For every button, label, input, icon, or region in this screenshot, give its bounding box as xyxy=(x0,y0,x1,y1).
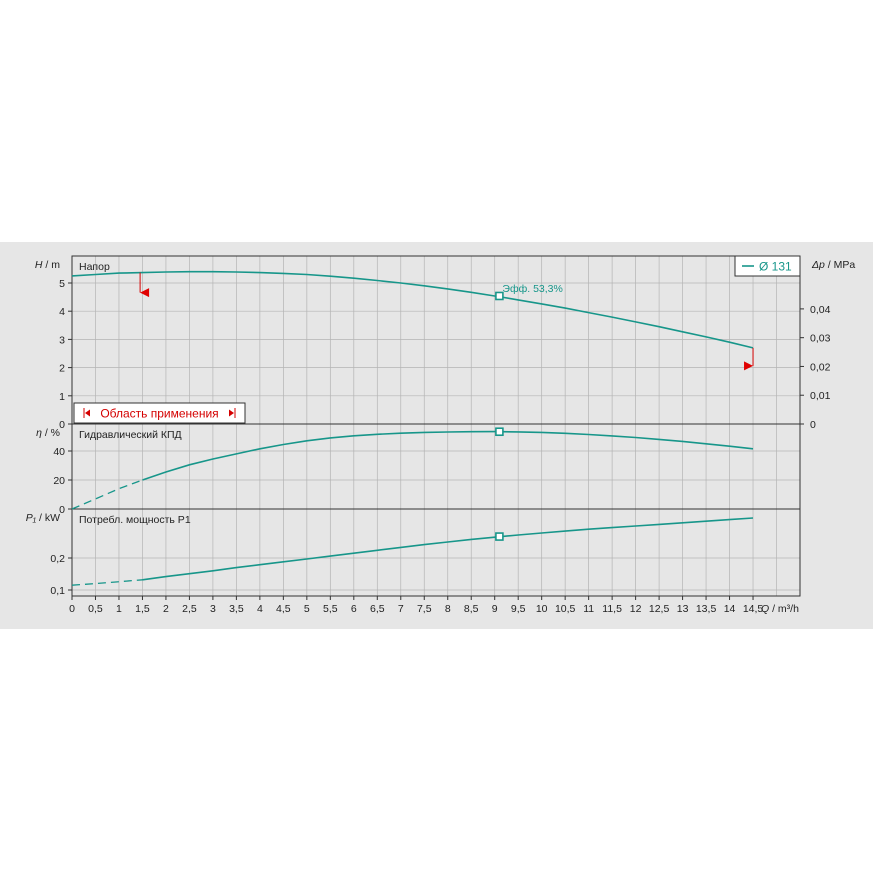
y2-tick-label: 0,01 xyxy=(810,390,831,402)
x-tick-label: 3,5 xyxy=(229,603,244,615)
y2-tick-label: 0,03 xyxy=(810,333,831,345)
y-tick-label: 5 xyxy=(59,278,65,290)
x-tick-label: 8 xyxy=(445,603,451,615)
x-tick-label: 4,5 xyxy=(276,603,291,615)
panel-title: Потребл. мощность P1 xyxy=(79,514,191,526)
panel-title: Гидравлический КПД xyxy=(79,429,182,441)
y-tick-label: 40 xyxy=(53,446,65,458)
x-tick-label: 1 xyxy=(116,603,122,615)
x-tick-label: 7 xyxy=(398,603,404,615)
y-tick-label: 2 xyxy=(59,363,65,375)
y2-tick-label: 0 xyxy=(810,419,816,431)
operating-point-marker xyxy=(495,532,504,541)
x-tick-label: 11 xyxy=(583,603,594,615)
y2-tick-label: 0,04 xyxy=(810,304,831,316)
range-box-left-arrow xyxy=(85,409,90,417)
x-tick-label: 14,5 xyxy=(743,603,764,615)
panel-frame xyxy=(71,508,801,597)
x-tick-label: 11,5 xyxy=(602,603,622,615)
operating-point-marker xyxy=(495,291,504,301)
y-tick-label: 3 xyxy=(59,334,65,346)
y-tick-label: 0,1 xyxy=(50,585,65,597)
y-tick-label: 0 xyxy=(59,419,65,431)
x-tick-label: 9 xyxy=(492,603,498,615)
x-tick-label: 5,5 xyxy=(323,603,338,615)
x-tick-label: 3 xyxy=(210,603,216,615)
power-curve xyxy=(142,517,754,581)
y-axis-label: P₁ / kW xyxy=(26,512,60,524)
y-tick-label: 4 xyxy=(59,306,65,318)
pump-curve-chart: 0 0,5 1 1,5 2 2,5 3 3,5 4 4,5 5 5,5 6 6,5 7 7,5 8 8,5 9 9,5… xyxy=(0,242,873,629)
x-tick-label: 10,5 xyxy=(555,603,576,615)
efficiency-label: Эфф. 53,3% xyxy=(502,283,562,295)
y-axis-label: H / m xyxy=(35,259,60,271)
range-box-right-arrow xyxy=(229,409,234,417)
x-tick-label: 13,5 xyxy=(696,603,717,615)
y-tick-label: 1 xyxy=(59,391,65,403)
head-curve xyxy=(71,270,754,349)
x-tick-label: 10 xyxy=(536,603,548,615)
range-label: Область применения xyxy=(100,407,218,421)
chart-svg: 0 0,5 1 1,5 2 2,5 3 3,5 4 4,5 5 5,5 6 6,5 7 7,5 8 8,5 9 9,5… xyxy=(26,255,855,615)
x-axis-label: Q / m³/h xyxy=(761,603,799,615)
x-tick-label: 2 xyxy=(163,603,169,615)
power-curve xyxy=(71,579,143,586)
y-tick-label: 0,2 xyxy=(50,553,65,565)
range-max-arrow xyxy=(744,361,754,371)
efficiency-curve xyxy=(142,430,754,481)
panel-title: Напор xyxy=(79,261,110,273)
x-tick-label: 12,5 xyxy=(649,603,670,615)
range-min-arrow xyxy=(140,288,150,298)
y-tick-label: 20 xyxy=(53,475,65,487)
x-tick-label: 8,5 xyxy=(464,603,479,615)
x-tick-label: 5 xyxy=(304,603,310,615)
x-tick-label: 7,5 xyxy=(417,603,432,615)
x-tick-label: 4 xyxy=(257,603,263,615)
x-tick-label: 2,5 xyxy=(182,603,197,615)
y2-axis-label: Δp / MPa xyxy=(811,259,855,271)
x-tick-label: 1,5 xyxy=(135,603,150,615)
range-box xyxy=(73,402,246,424)
legend-label: Ø 131 xyxy=(759,260,792,274)
y-axis-label: η / % xyxy=(36,427,60,439)
x-tick-label: 6 xyxy=(351,603,357,615)
plot-area xyxy=(72,256,800,596)
x-tick-label: 13 xyxy=(677,603,689,615)
y2-tick-label: 0,02 xyxy=(810,361,831,373)
legend-box xyxy=(734,255,801,277)
y-tick-label: 0 xyxy=(59,504,65,516)
x-tick-label: 14 xyxy=(724,603,736,615)
operating-point-marker xyxy=(495,427,504,437)
x-tick-label: 9,5 xyxy=(511,603,526,615)
x-tick-label: 0 xyxy=(69,603,75,615)
x-tick-label: 6,5 xyxy=(370,603,385,615)
x-tick-label: 0,5 xyxy=(88,603,103,615)
x-tick-label: 12 xyxy=(630,603,642,615)
